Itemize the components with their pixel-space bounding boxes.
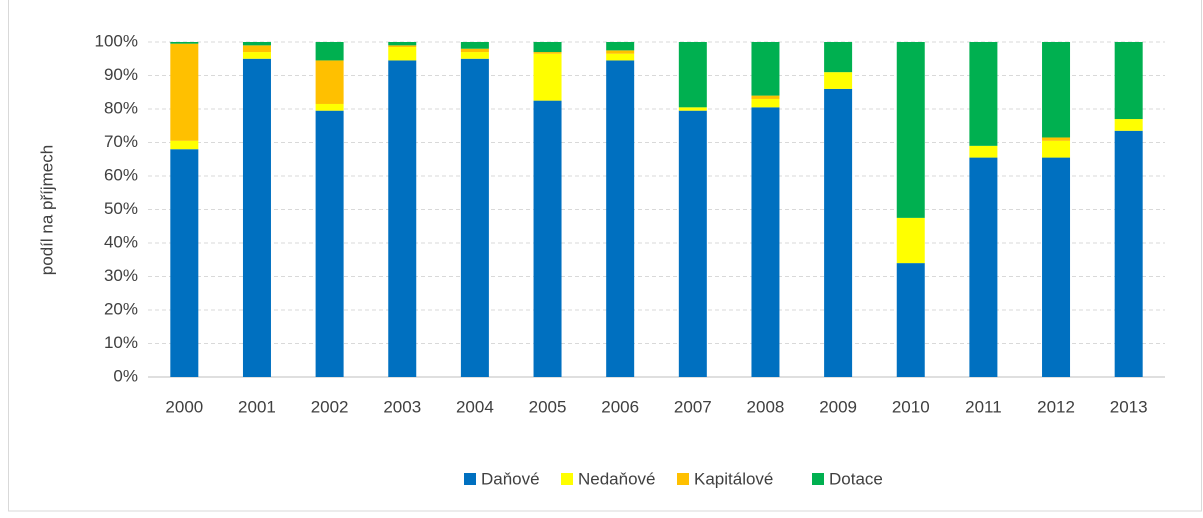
x-tick-label: 2000: [165, 397, 203, 416]
bar-segment: [388, 47, 417, 61]
x-tick-label: 2003: [383, 397, 421, 416]
bar-segment: [460, 58, 489, 377]
bar-segment: [606, 53, 635, 61]
bar-segment: [824, 72, 853, 89]
bar-segment: [678, 107, 707, 111]
bar-segment: [896, 42, 925, 218]
bar-segment: [170, 42, 199, 44]
bar-segment: [242, 45, 271, 53]
bar-segment: [315, 103, 344, 111]
legend-label: Nedaňové: [578, 469, 656, 488]
bar-segment: [242, 52, 271, 59]
bar-segment: [315, 42, 344, 61]
bar-segment: [751, 95, 780, 99]
y-tick-label: 10%: [104, 333, 138, 352]
bar-segment: [460, 42, 489, 49]
x-tick-label: 2002: [311, 397, 349, 416]
bar-segment: [1042, 137, 1071, 141]
x-tick-label: 2011: [965, 397, 1002, 416]
bar-segment: [460, 52, 489, 59]
bar-segment: [1114, 130, 1143, 377]
bar-segment: [1042, 140, 1071, 158]
y-axis-label: podíl na příjmech: [37, 145, 56, 275]
bar-segment: [606, 50, 635, 54]
legend-swatch: [561, 473, 573, 485]
bar-segment: [678, 42, 707, 108]
bar-segment: [1114, 42, 1143, 120]
bar-segment: [606, 42, 635, 51]
y-tick-label: 40%: [104, 232, 138, 251]
legend-label: Daňové: [481, 469, 540, 488]
bar-segment: [1114, 119, 1143, 131]
bar-segment: [824, 88, 853, 378]
bar-segment: [533, 52, 562, 54]
legend-swatch: [464, 473, 476, 485]
x-tick-label: 2006: [601, 397, 639, 416]
bar-segment: [678, 110, 707, 378]
bar-segment: [896, 263, 925, 377]
bar-segment: [460, 48, 489, 53]
bar-segment: [388, 60, 417, 378]
bar-segment: [824, 42, 853, 73]
y-tick-label: 20%: [104, 299, 138, 318]
legend-label: Dotace: [829, 469, 883, 488]
x-tick-label: 2013: [1110, 397, 1148, 416]
bar-segment: [315, 60, 344, 104]
chart-border: [8, 0, 1202, 512]
x-tick-label: 2008: [747, 397, 785, 416]
bar-segment: [606, 60, 635, 378]
legend-swatch: [812, 473, 824, 485]
bar-segment: [751, 98, 780, 108]
x-tick-label: 2007: [674, 397, 712, 416]
x-tick-label: 2004: [456, 397, 494, 416]
legend-swatch: [677, 473, 689, 485]
bar-segment: [533, 53, 562, 101]
bar-segment: [388, 45, 417, 48]
x-tick-label: 2005: [529, 397, 567, 416]
bar-segment: [751, 107, 780, 377]
bar-segment: [242, 58, 271, 377]
bar-segment: [170, 149, 199, 377]
bar-segment: [969, 145, 998, 158]
y-tick-label: 100%: [95, 31, 138, 50]
y-tick-label: 70%: [104, 132, 138, 151]
x-tick-label: 2001: [238, 397, 276, 416]
y-tick-label: 0%: [113, 366, 138, 385]
x-tick-label: 2009: [819, 397, 857, 416]
bar-segment: [1042, 157, 1071, 377]
bar-segment: [533, 42, 562, 53]
y-tick-label: 30%: [104, 266, 138, 285]
y-tick-label: 90%: [104, 65, 138, 84]
bar-segment: [896, 217, 925, 264]
x-tick-label: 2010: [892, 397, 930, 416]
bar-segment: [751, 42, 780, 96]
y-tick-label: 50%: [104, 199, 138, 218]
bar-segment: [170, 140, 199, 150]
y-tick-label: 80%: [104, 98, 138, 117]
bar-segment: [1042, 42, 1071, 138]
y-tick-label: 60%: [104, 165, 138, 184]
legend-label: Kapitálové: [694, 469, 773, 488]
bar-segment: [315, 110, 344, 378]
bar-segment: [533, 100, 562, 377]
bar-segment: [242, 42, 271, 46]
bar-segment: [969, 157, 998, 377]
bar-segment: [170, 43, 199, 141]
bar-segment: [969, 42, 998, 146]
bar-segment: [388, 42, 417, 46]
x-tick-label: 2012: [1037, 397, 1075, 416]
